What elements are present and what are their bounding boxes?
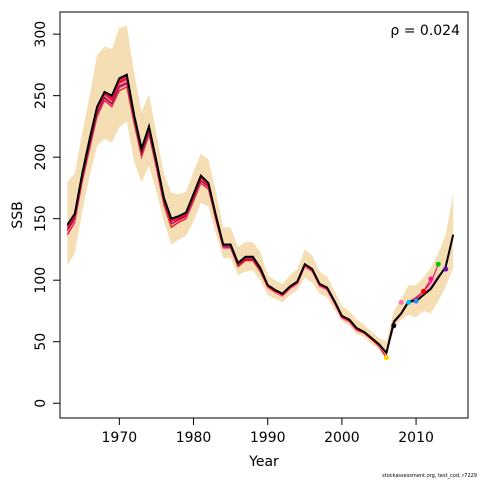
peel-end-point-2014 — [443, 266, 449, 272]
plot-area — [66, 25, 455, 361]
peel-end-point-2013 — [435, 261, 441, 267]
y-axis: 0 50 100 150 200 250 300 — [33, 21, 60, 408]
peel-end-point-2010 — [413, 298, 419, 304]
x-axis: 1970 1980 1990 2000 2010 — [102, 418, 434, 446]
x-tick-label-2000: 2000 — [324, 430, 360, 446]
x-tick-label-2010: 2010 — [398, 430, 434, 446]
y-tick-label-150: 150 — [33, 205, 49, 232]
y-tick-label-250: 250 — [33, 82, 49, 109]
peel-end-point-2007 — [391, 323, 397, 329]
y-tick-label-0: 0 — [33, 399, 49, 408]
y-tick-label-200: 200 — [33, 144, 49, 171]
peel-end-point-2009 — [406, 299, 412, 305]
y-tick-label-50: 50 — [33, 333, 49, 351]
x-axis-title: Year — [248, 454, 279, 470]
x-tick-label-1980: 1980 — [176, 430, 212, 446]
peel-end-point-2011 — [421, 288, 426, 294]
main-ssb-line — [66, 73, 455, 355]
y-tick-label-300: 300 — [33, 21, 49, 48]
y-axis-title: SSB — [10, 201, 26, 228]
confidence-band — [67, 25, 454, 359]
peel-end-point-2008 — [398, 299, 404, 305]
peel-end-point-2012 — [428, 276, 434, 282]
plot-frame — [59, 11, 469, 419]
peel-end-point-2006 — [383, 355, 389, 361]
x-tick-label-1970: 1970 — [102, 430, 138, 446]
x-tick-label-1990: 1990 — [250, 430, 286, 446]
y-tick-label-100: 100 — [33, 267, 49, 294]
footer-credit: stockassessment.org, test_cod, r7229 — [382, 473, 477, 479]
rho-annotation: ρ = 0.024 — [390, 23, 460, 39]
